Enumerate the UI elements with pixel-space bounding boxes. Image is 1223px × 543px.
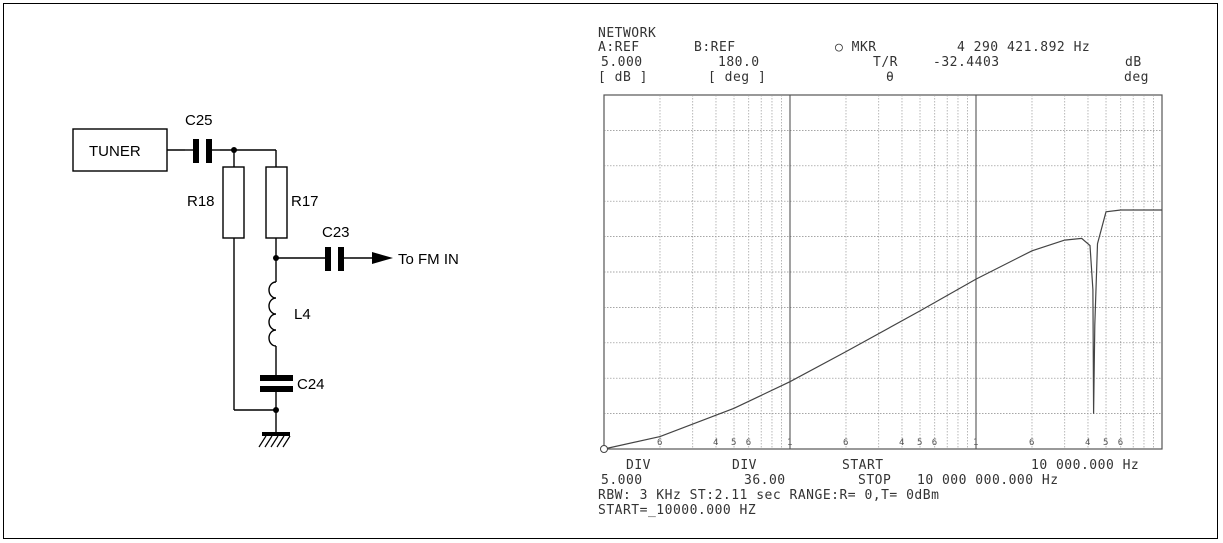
- div2-label: DIV: [732, 458, 757, 473]
- marker-unit-db: dB: [1125, 55, 1142, 70]
- tick-label: 1: [973, 438, 978, 448]
- div1-value: 5.000: [601, 473, 643, 488]
- inductor-l4: [268, 281, 277, 347]
- div2-value: 36.00: [744, 473, 786, 488]
- b-ref-value: 180.0: [718, 55, 760, 70]
- junction-dot: [231, 147, 237, 153]
- tick-label: 4: [713, 438, 718, 448]
- mode-label: NETWORK: [598, 26, 656, 41]
- marker-frequency: 4 290 421.892 Hz: [957, 40, 1090, 55]
- tick-label: 5: [731, 438, 736, 448]
- tick-label: 6: [1118, 438, 1123, 448]
- capacitor-c24-plate-bottom: [260, 386, 293, 392]
- tick-label: 6: [1029, 438, 1034, 448]
- stop-value: 10 000 000.000 Hz: [917, 473, 1059, 488]
- marker-value: -32.4403: [933, 55, 1000, 70]
- unit-deg: deg: [1124, 70, 1149, 85]
- rbw-line: RBW: 3 KHz ST:2.11 sec RANGE:R= 0,T= 0dB…: [598, 488, 939, 503]
- stop-label: STOP: [858, 473, 891, 488]
- a-ref-label: A:REF: [598, 40, 640, 55]
- capacitor-c24-plate-top: [260, 375, 293, 381]
- tick-label: 5: [917, 438, 922, 448]
- response-trace: [603, 209, 1162, 450]
- b-ref-label: B:REF: [694, 40, 736, 55]
- tick-label: 6: [843, 438, 848, 448]
- a-ref-value: 5.000: [601, 55, 643, 70]
- output-label: To FM IN: [398, 251, 459, 268]
- ground-icon: [258, 432, 291, 448]
- tick-label: 6: [746, 438, 751, 448]
- c25-label: C25: [185, 112, 213, 129]
- r17-label: R17: [291, 193, 319, 210]
- tick-label: 6: [932, 438, 937, 448]
- tick-label: 4: [899, 438, 904, 448]
- theta-symbol: θ: [886, 70, 894, 85]
- plot-grid: [603, 94, 1163, 450]
- resistor-r18: [222, 166, 245, 239]
- l4-label: L4: [294, 306, 311, 323]
- start-entry: START=_10000.000 HZ: [598, 503, 756, 518]
- figure-frame: [3, 3, 1218, 539]
- junction-dot: [273, 407, 279, 413]
- tick-label: 4: [1085, 438, 1090, 448]
- tick-label: 1: [787, 438, 792, 448]
- r18-label: R18: [187, 193, 215, 210]
- start-value: 10 000.000 Hz: [1031, 458, 1139, 473]
- c24-label: C24: [297, 376, 325, 393]
- capacitor-c25-plate-right: [206, 139, 212, 163]
- capacitor-c25-plate-left: [193, 139, 199, 163]
- start-label: START: [842, 458, 884, 473]
- c23-label: C23: [322, 224, 350, 241]
- div1-label: DIV: [626, 458, 651, 473]
- a-unit: [ dB ]: [598, 70, 648, 85]
- tick-label: 5: [1103, 438, 1108, 448]
- b-unit: [ deg ]: [708, 70, 766, 85]
- tr-label: T/R: [873, 55, 898, 70]
- marker-label: ○ MKR: [835, 40, 877, 55]
- junction-dot: [273, 255, 279, 261]
- capacitor-c23-plate-left: [325, 247, 331, 271]
- marker-point: [600, 445, 608, 453]
- tick-label: 6: [657, 438, 662, 448]
- capacitor-c23-plate-right: [338, 247, 344, 271]
- tuner-label: TUNER: [89, 143, 141, 160]
- output-arrow-icon: [372, 252, 393, 264]
- resistor-r17: [265, 166, 288, 239]
